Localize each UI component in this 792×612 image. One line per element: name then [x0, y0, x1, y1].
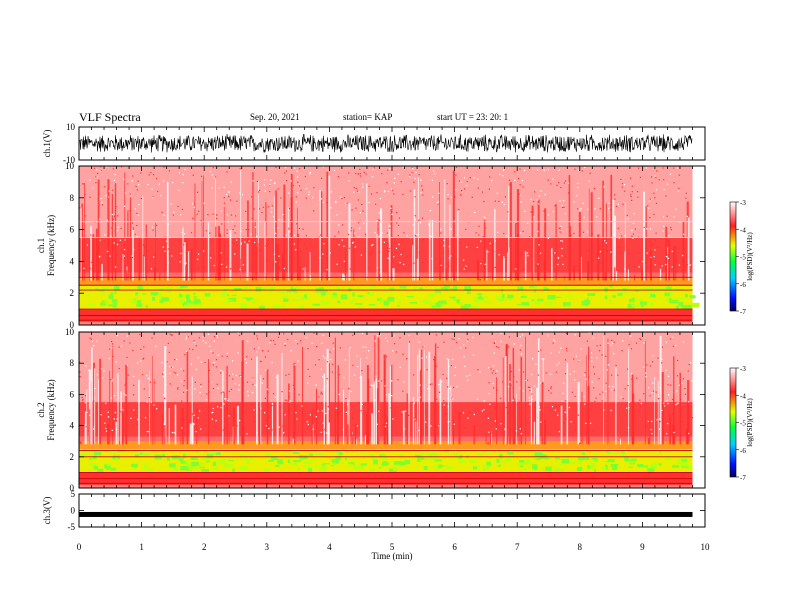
colorbar-tick-label: -4 [740, 226, 746, 234]
ch1-ytick-label: -10 [63, 155, 75, 165]
ch1-ytick-label: 10 [66, 122, 76, 132]
colorbar-tick-label: -7 [740, 308, 746, 316]
spectrogram-channel-label: ch.1 [36, 238, 46, 253]
ch3-ytick-label: 5 [71, 489, 76, 499]
spectrogram-ytick-label: 0 [70, 483, 75, 493]
x-ticks-panel-1 [78, 127, 706, 160]
spectrogram-ylabel: Frequency (kHz) [46, 215, 56, 276]
spectrogram-ytick-label: 0 [70, 320, 75, 330]
y-ticks-panel-2 [79, 165, 705, 326]
y-ticks-panel-3 [79, 331, 705, 489]
x-ticks-panel-4 [78, 494, 706, 527]
spectrogram-1 [79, 166, 700, 325]
x-axis-label: Time (min) [372, 551, 413, 561]
spectrogram-channel-label: ch.2 [36, 402, 46, 417]
colorbar-tick-label: -5 [740, 420, 746, 428]
x-tick-label: 3 [265, 542, 270, 552]
x-ticks-panel-3 [78, 332, 706, 488]
spectrogram-2 [79, 332, 694, 488]
x-tick-label: 10 [701, 542, 711, 552]
ch1-waveform-ylabel: ch.1(V) [42, 130, 52, 158]
spectrogram-ytick-label: 4 [70, 421, 75, 431]
colorbar-tick-label: -6 [740, 447, 746, 455]
ch3-ytick-label: 0 [71, 506, 76, 516]
spectrogram-ytick-label: 8 [70, 358, 75, 368]
ch3-ytick-label: -5 [68, 522, 76, 532]
spectrogram-ytick-label: 6 [70, 389, 75, 399]
colorbar-tick-label: -4 [740, 392, 746, 400]
x-tick-label: 9 [640, 542, 645, 552]
spectrogram-ytick-label: 2 [70, 452, 75, 462]
station-label: station= KAP [343, 112, 393, 122]
colorbar-1 [729, 201, 737, 312]
x-tick-label: 4 [327, 542, 332, 552]
spectrogram-ytick-label: 6 [70, 225, 75, 235]
date-label: Sep. 20, 2021 [250, 112, 300, 122]
colorbar-tick-label: -5 [740, 254, 746, 262]
spectrogram-ytick-label: 10 [65, 327, 75, 337]
colorbar-tick-label: -3 [740, 199, 746, 207]
ch3-waveform-ylabel: ch.3(V) [42, 497, 52, 525]
x-tick-label: 2 [202, 542, 207, 552]
colorbar-label: log(PSD)(V²/Hz) [746, 398, 754, 447]
spectrogram-ytick-label: 4 [70, 256, 75, 266]
spectrogram-ytick-label: 2 [70, 288, 75, 298]
ch1-waveform-trace [78, 133, 693, 153]
start-time-label: start UT = 23: 20: 1 [437, 112, 509, 122]
x-tick-label: 7 [515, 542, 520, 552]
x-tick-label: 0 [77, 542, 82, 552]
colorbar-tick-label: -6 [740, 281, 746, 289]
colorbar-tick-label: -3 [740, 365, 746, 373]
colorbar-2 [729, 367, 737, 478]
x-tick-label: 1 [139, 542, 144, 552]
spectrogram-ytick-label: 8 [70, 193, 75, 203]
x-tick-label: 8 [578, 542, 583, 552]
figure-title: VLF Spectra [79, 110, 141, 124]
colorbar-label: log(PSD)(V²/Hz) [746, 232, 754, 281]
x-tick-label: 5 [390, 542, 395, 552]
x-tick-label: 6 [452, 542, 457, 552]
colorbar-tick-label: -7 [740, 474, 746, 482]
x-ticks-panel-2 [78, 166, 706, 325]
ch3-waveform-trace [79, 511, 693, 517]
spectrogram-ylabel: Frequency (kHz) [46, 379, 56, 440]
spectrogram-ytick-label: 10 [65, 161, 75, 171]
